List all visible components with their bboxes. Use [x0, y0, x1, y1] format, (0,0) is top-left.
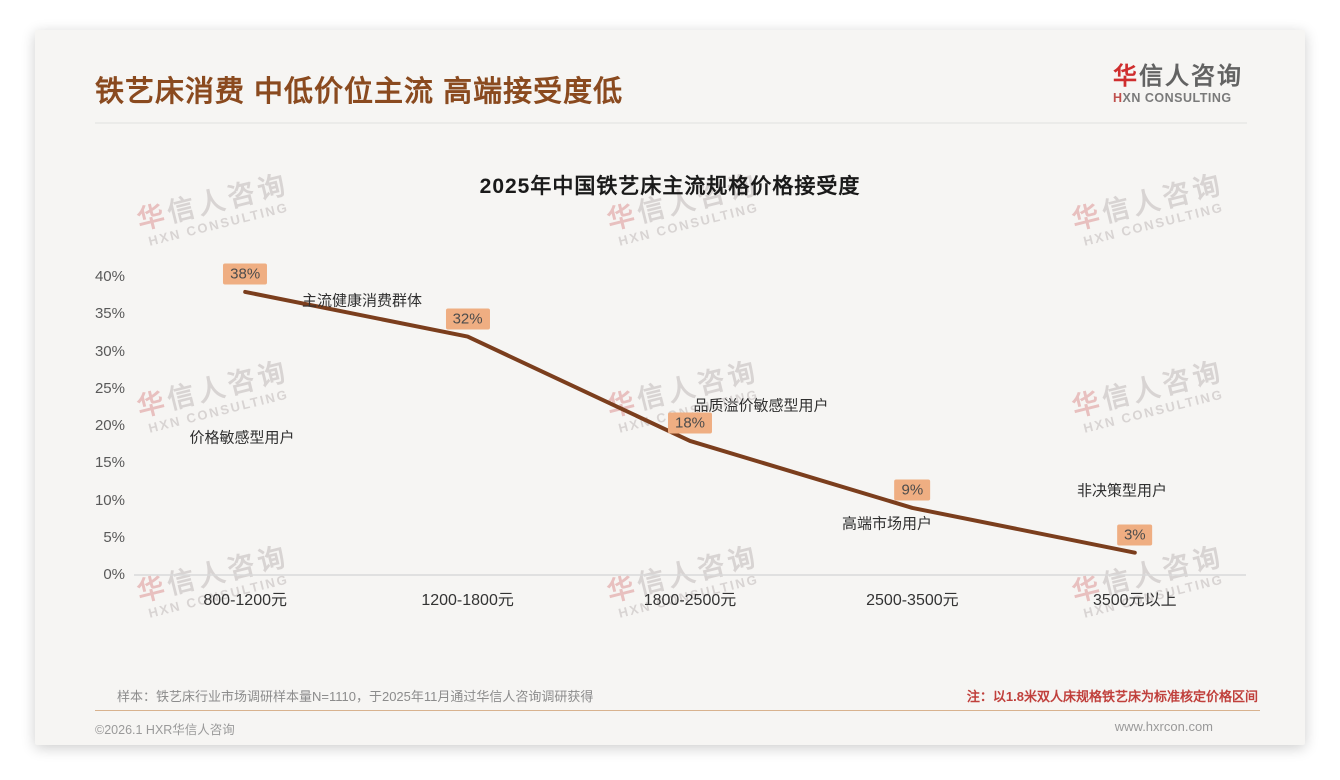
- line-chart: [134, 289, 1246, 576]
- brand-logo-cn-accent: 华: [1113, 63, 1139, 90]
- footer-divider: [95, 710, 1260, 711]
- y-axis-tick-label: 25%: [94, 379, 125, 397]
- brand-logo-en: HXN CONSULTING: [1113, 91, 1243, 106]
- data-line: [243, 289, 1137, 555]
- x-axis-category-label: 2500-3500元: [866, 592, 959, 609]
- page-title: 铁艺床消费 中低价位主流 高端接受度低: [95, 76, 624, 108]
- data-point-label: 18%: [667, 412, 713, 434]
- y-axis-tick-label: 10%: [94, 491, 125, 509]
- x-axis-category-label: 3500元以上: [1092, 592, 1177, 609]
- y-axis-tick-label: 0%: [103, 566, 125, 583]
- website-text: www.hxrcon.com: [1114, 719, 1213, 734]
- brand-logo-cn-rest: 信人咨询: [1139, 63, 1243, 90]
- brand-logo-en-accent: H: [1113, 91, 1123, 105]
- chart-annotation: 主流健康消费群体: [301, 292, 423, 310]
- data-point-label: 9%: [894, 479, 931, 501]
- header-divider: [95, 122, 1247, 124]
- y-axis-tick-label: 30%: [94, 342, 125, 360]
- chart-annotation: 非决策型用户: [1076, 482, 1168, 500]
- y-axis-tick-label: 20%: [94, 417, 125, 434]
- brand-logo: 华信人咨询 HXN CONSULTING: [1113, 63, 1243, 106]
- brand-logo-en-rest: XN CONSULTING: [1122, 91, 1232, 105]
- x-axis-category-label: 1200-1800元: [421, 592, 514, 609]
- report-card: 铁艺床消费 中低价位主流 高端接受度低 华信人咨询 HXN CONSULTING…: [35, 30, 1305, 745]
- data-point-label: 3%: [1116, 524, 1153, 546]
- brand-logo-cn: 华信人咨询: [1113, 63, 1243, 91]
- y-axis-tick-label: 5%: [103, 528, 125, 546]
- y-axis-tick-label: 40%: [94, 268, 125, 285]
- data-point-label: 38%: [223, 263, 268, 285]
- chart-annotation: 价格敏感型用户: [189, 429, 295, 447]
- copyright-text: ©2026.1 HXR华信人咨询: [95, 723, 235, 737]
- sample-note: 样本：铁艺床行业市场调研样本量N=1110，于2025年11月通过华信人咨询调研…: [117, 689, 594, 704]
- chart-annotation: 高端市场用户: [841, 515, 933, 533]
- y-axis-tick-label: 35%: [94, 305, 125, 323]
- chart-title: 2025年中国铁艺床主流规格价格接受度: [479, 175, 861, 198]
- x-axis-category-label: 800-1200元: [203, 592, 287, 609]
- price-note: 注：以1.8米双人床规格铁艺床为标准核定价格区间: [966, 689, 1258, 704]
- y-axis-tick-label: 15%: [94, 454, 125, 472]
- x-axis-category-label: 1800-2500元: [643, 592, 737, 609]
- chart-annotation: 品质溢价敏感型用户: [693, 397, 829, 415]
- data-point-label: 32%: [445, 308, 490, 330]
